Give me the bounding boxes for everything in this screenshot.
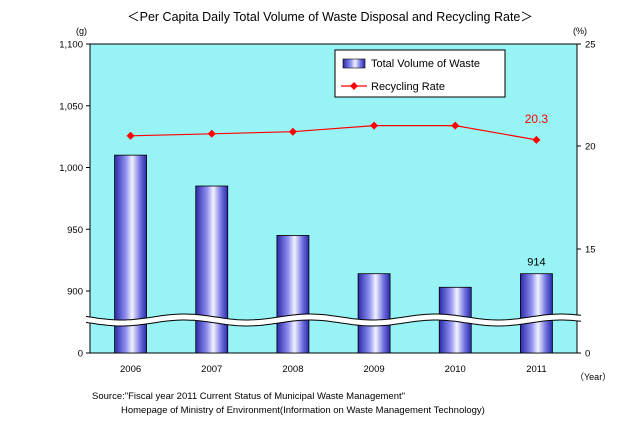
- axis-break-line-bottom: [85, 319, 582, 327]
- left-axis-unit: (g): [76, 26, 87, 36]
- legend-label-line: Recycling Rate: [371, 81, 445, 93]
- axis-break: [85, 313, 582, 327]
- x-axis-unit: （Year）: [575, 372, 611, 382]
- right-axis-unit: (%): [573, 26, 587, 36]
- bar-2009: [357, 273, 391, 354]
- right-tick-label: 15: [585, 245, 596, 256]
- line-point-2011: [532, 135, 541, 144]
- x-tick-label: 2008: [282, 364, 303, 375]
- bar-2007: [195, 185, 229, 354]
- left-tick-label: 1,100: [59, 40, 83, 51]
- line-point-2006: [126, 131, 135, 140]
- bar-data-label: 914: [527, 257, 545, 269]
- line-point-2007: [207, 129, 216, 138]
- axis-break-band: [86, 314, 581, 326]
- bar-2008: [276, 235, 310, 354]
- legend: Total Volume of Waste Recycling Rate: [334, 49, 506, 98]
- x-tick-label: 2010: [445, 364, 466, 375]
- axis-break-line-top: [85, 313, 582, 321]
- right-tick-label: 0: [585, 349, 590, 360]
- left-tick-label: 950: [67, 225, 83, 236]
- line-recycling-rate: [130, 125, 537, 141]
- legend-label-bar: Total Volume of Waste: [371, 58, 480, 70]
- chart-title: ＜Per Capita Daily Total Volume of Waste …: [127, 10, 533, 24]
- x-tick-label: 2007: [201, 364, 222, 375]
- x-tick-label: 2009: [364, 364, 385, 375]
- legend-swatch-bar: [342, 58, 366, 69]
- legend-box: [334, 49, 506, 98]
- line-point-2009: [370, 121, 379, 130]
- left-tick-label: 1,000: [59, 163, 83, 174]
- left-tick-label: 900: [67, 287, 83, 298]
- line-point-2008: [288, 127, 297, 136]
- bar-2011: [520, 273, 553, 354]
- right-tick-label: 25: [585, 40, 596, 51]
- right-tick-label: 20: [585, 142, 596, 153]
- x-tick-label: 2006: [120, 364, 141, 375]
- left-tick-label: 1,050: [59, 101, 83, 112]
- line-data-label: 20.3: [525, 112, 549, 126]
- legend-swatch-marker: [350, 82, 358, 90]
- source-line-1: Source:"Fiscal year 2011 Current Status …: [92, 391, 405, 402]
- source-line-2: Homepage of Ministry of Environment(Info…: [121, 405, 485, 416]
- left-tick-label: 0: [78, 349, 83, 360]
- x-tick-label: 2011: [526, 364, 546, 375]
- line-point-2010: [451, 121, 460, 130]
